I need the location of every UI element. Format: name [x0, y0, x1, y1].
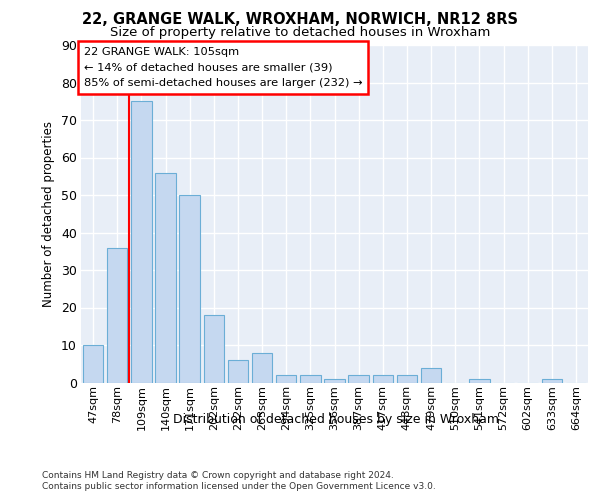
- Bar: [349, 375, 369, 382]
- Bar: [252, 352, 272, 382]
- Bar: [179, 195, 200, 382]
- Bar: [131, 101, 152, 382]
- Bar: [397, 375, 417, 382]
- Text: Size of property relative to detached houses in Wroxham: Size of property relative to detached ho…: [110, 26, 490, 39]
- Text: 22, GRANGE WALK, WROXHAM, NORWICH, NR12 8RS: 22, GRANGE WALK, WROXHAM, NORWICH, NR12 …: [82, 12, 518, 28]
- Bar: [421, 368, 442, 382]
- Y-axis label: Number of detached properties: Number of detached properties: [42, 120, 55, 306]
- Text: Contains public sector information licensed under the Open Government Licence v3: Contains public sector information licen…: [42, 482, 436, 491]
- Bar: [373, 375, 393, 382]
- Bar: [203, 315, 224, 382]
- Bar: [227, 360, 248, 382]
- Text: 22 GRANGE WALK: 105sqm
← 14% of detached houses are smaller (39)
85% of semi-det: 22 GRANGE WALK: 105sqm ← 14% of detached…: [83, 46, 362, 88]
- Bar: [276, 375, 296, 382]
- Bar: [107, 248, 127, 382]
- Bar: [155, 172, 176, 382]
- Bar: [542, 379, 562, 382]
- Bar: [300, 375, 320, 382]
- Bar: [324, 379, 345, 382]
- Bar: [83, 345, 103, 383]
- Text: Contains HM Land Registry data © Crown copyright and database right 2024.: Contains HM Land Registry data © Crown c…: [42, 471, 394, 480]
- Text: Distribution of detached houses by size in Wroxham: Distribution of detached houses by size …: [173, 412, 499, 426]
- Bar: [469, 379, 490, 382]
